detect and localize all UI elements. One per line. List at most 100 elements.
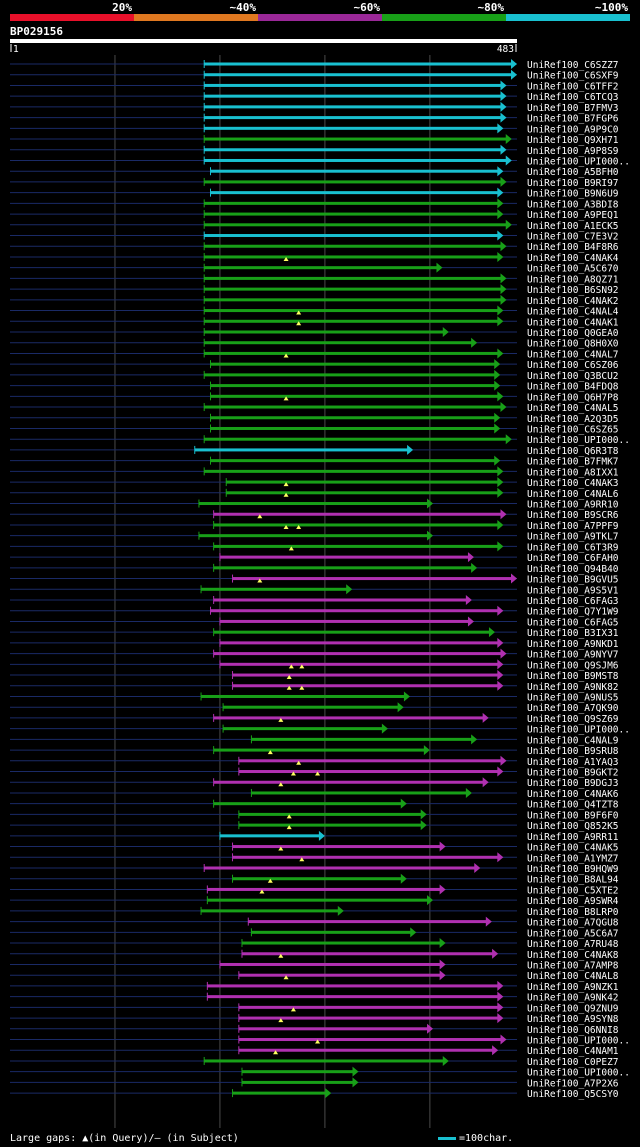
hit-arrow: [492, 948, 499, 959]
scale-legend: =100char.: [438, 1133, 513, 1144]
hit-arrow: [497, 487, 504, 498]
hit-arrow: [500, 241, 507, 252]
hit-label: UniRef100_C4NAK1: [527, 317, 619, 328]
hit-arrow: [497, 466, 504, 477]
hit-arrow: [497, 680, 504, 691]
hit-bar: [232, 1091, 327, 1095]
hit-label: UniRef100_B3IX31: [527, 628, 619, 639]
hit-bar: [213, 512, 502, 516]
hit-bar: [204, 255, 499, 259]
hit-label: UniRef100_C4NAL6: [527, 489, 619, 500]
hit-bar: [210, 426, 496, 430]
hit-arrow: [497, 852, 504, 863]
hit-label: UniRef100_A9PEQ1: [527, 210, 619, 221]
hit-arrow: [497, 187, 504, 198]
hit-bar: [213, 523, 499, 527]
hit-label: UniRef100_A9NYV7: [527, 650, 619, 661]
hit-bar: [219, 641, 499, 645]
hit-arrow: [442, 1055, 449, 1066]
hit-bar: [210, 384, 496, 388]
hit-arrow: [500, 112, 507, 123]
hit-label: UniRef100_B4F8R6: [527, 242, 619, 253]
query-gap-marker: [299, 685, 305, 690]
hit-arrow: [482, 712, 489, 723]
hit-arrow: [497, 251, 504, 262]
hit-bar: [238, 973, 441, 977]
hit-label: UniRef100_C4NAK2: [527, 296, 619, 307]
hit-bar: [238, 1027, 429, 1031]
hit-arrow: [497, 198, 504, 209]
hit-arrow: [494, 369, 501, 380]
hit-bar: [204, 148, 502, 152]
hit-arrow: [423, 745, 430, 756]
hit-arrow: [505, 219, 512, 230]
hit-label: UniRef100_A9SYN8: [527, 1014, 619, 1025]
hit-label: UniRef100_B7FMK7: [527, 457, 619, 468]
hit-bar: [223, 727, 383, 731]
hit-bar: [213, 544, 499, 548]
hit-arrow: [436, 262, 443, 273]
hit-bar: [241, 952, 494, 956]
hit-arrow: [505, 155, 512, 166]
identity-scale-segment: [10, 14, 134, 21]
hit-label: UniRef100_A9NZK1: [527, 982, 619, 993]
hit-arrow: [505, 434, 512, 445]
hit-bar: [213, 780, 484, 784]
hit-label: UniRef100_A7QK90: [527, 703, 619, 714]
hit-label: UniRef100_B9DGJ3: [527, 778, 619, 789]
hit-bar: [204, 405, 502, 409]
hit-arrow: [492, 1045, 499, 1056]
hit-arrow: [511, 69, 517, 80]
hit-label: UniRef100_Q7Y1W9: [527, 607, 619, 618]
hit-label: UniRef100_C6SZZ7: [527, 60, 619, 71]
hit-arrow: [488, 627, 495, 638]
hit-label: UniRef100_Q5CSY0: [527, 1089, 619, 1100]
hit-label: UniRef100_C4NAK3: [527, 478, 619, 489]
hit-bar: [204, 330, 444, 334]
hit-bar: [204, 266, 438, 270]
hit-label: UniRef100_Q9SJM6: [527, 660, 619, 671]
hit-arrow: [400, 873, 407, 884]
hit-arrow: [420, 820, 427, 831]
hit-label: UniRef100_B9N6U9: [527, 189, 619, 200]
hit-label: UniRef100_B6SN92: [527, 285, 619, 296]
identity-scale-label: ~40%: [230, 1, 257, 14]
hit-bar: [213, 748, 425, 752]
hit-arrow: [337, 905, 344, 916]
hit-bar: [204, 234, 499, 238]
hit-bar: [210, 191, 499, 195]
hit-arrow: [420, 809, 427, 820]
hit-bar: [198, 502, 429, 506]
hit-label: UniRef100_B4FDQ8: [527, 382, 619, 393]
hit-label: UniRef100_A9NKD1: [527, 639, 619, 650]
hit-arrow: [467, 616, 474, 627]
hit-bar: [219, 962, 441, 966]
hit-bar: [223, 705, 399, 709]
hit-arrow: [352, 1066, 359, 1077]
hit-label: UniRef100_Q94B40: [527, 564, 619, 575]
hit-arrow: [500, 294, 507, 305]
query-gap-marker: [278, 846, 284, 851]
hit-label: UniRef100_C4NAK4: [527, 253, 619, 264]
hit-arrow: [497, 980, 504, 991]
hit-bar: [213, 652, 502, 656]
hit-arrow: [497, 659, 504, 670]
hit-bar: [238, 1005, 499, 1009]
hit-bar: [204, 105, 502, 109]
hit-bar: [204, 73, 512, 77]
hit-arrow: [400, 798, 407, 809]
hit-arrow: [471, 337, 478, 348]
hit-bar: [204, 158, 507, 162]
hit-arrow: [511, 573, 517, 584]
query-gap-marker: [267, 878, 273, 883]
hit-arrow: [427, 1023, 434, 1034]
hit-arrow: [500, 1034, 507, 1045]
query-gap-marker: [283, 256, 289, 261]
hit-bar: [204, 298, 502, 302]
hit-bar: [198, 534, 429, 538]
hit-label: UniRef100_A5C6A7: [527, 928, 619, 939]
hit-label: UniRef100_C7E3V2: [527, 232, 619, 243]
query-gap-marker: [315, 1039, 321, 1044]
hit-arrow: [497, 316, 504, 327]
hit-label: UniRef100_A9NUS5: [527, 692, 619, 703]
